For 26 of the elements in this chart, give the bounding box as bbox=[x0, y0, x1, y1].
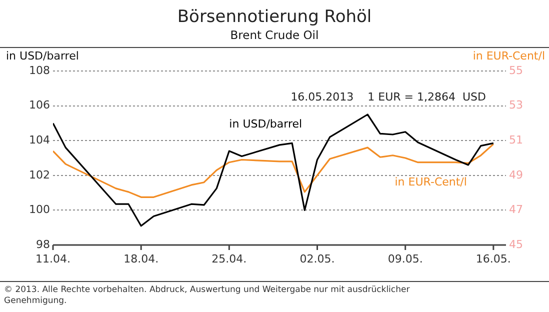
y-tick-label: 102 bbox=[29, 168, 50, 182]
y-tick-label: 106 bbox=[29, 98, 50, 112]
y2-tick-label: 49 bbox=[509, 168, 523, 182]
y2-tick-label: 45 bbox=[509, 238, 523, 251]
y-tick-label: 98 bbox=[36, 238, 50, 251]
series-label: in EUR-Cent/l bbox=[394, 176, 467, 189]
chart-subtitle: Brent Crude Oil bbox=[0, 27, 549, 48]
x-tick-label: 09.05. bbox=[388, 252, 423, 266]
y2-tick-label: 55 bbox=[509, 64, 523, 77]
chart-title: Börsennotierung Rohöl bbox=[176, 6, 373, 27]
y2-tick-label: 53 bbox=[509, 98, 523, 112]
y2-axis-title: in EUR-Cent/l bbox=[472, 49, 545, 62]
x-tick-label: 11.04. bbox=[36, 252, 70, 266]
y-tick-label: 104 bbox=[29, 133, 50, 146]
annotation: 16.05.2013 1 EUR = 1,2864 USD bbox=[290, 90, 486, 104]
x-tick-label: 18.04. bbox=[124, 252, 159, 266]
text: © 2013. Alle Rechte vorbehalten. Abdruck, Auswertung und Weitergabe nur mit ausdrücklicher Genehmigung. bbox=[3, 284, 411, 307]
series-label: in USD/barrel bbox=[229, 118, 302, 131]
y2-tick-label: 51 bbox=[509, 133, 523, 146]
y-axis-title: in USD/barrel bbox=[6, 49, 79, 62]
x-tick-label: 25.04. bbox=[212, 252, 247, 266]
y-tick-label: 100 bbox=[29, 203, 50, 216]
y-tick-label: 108 bbox=[29, 64, 50, 77]
x-tick-label: 16.05. bbox=[476, 252, 511, 266]
x-tick-label: 02.05. bbox=[300, 252, 335, 266]
y2-tick-label: 47 bbox=[509, 203, 523, 216]
